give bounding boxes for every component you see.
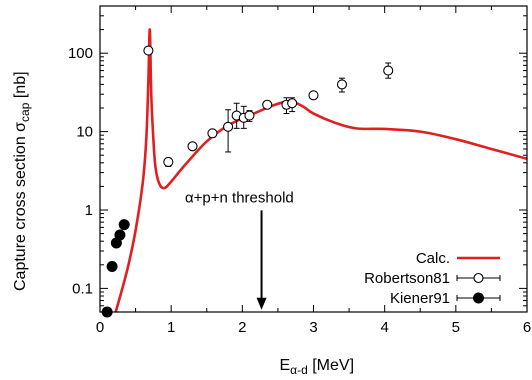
point-robertson81 xyxy=(262,99,273,110)
legend: Calc. Robertson81 Kiener91 xyxy=(364,250,501,307)
series-line-calc xyxy=(114,28,527,312)
legend-swatch-kiener91-marker xyxy=(473,292,484,304)
x-tick-label: 1 xyxy=(167,319,175,336)
x-tick-label: 2 xyxy=(238,319,246,336)
point-robertson81 xyxy=(223,121,234,132)
threshold-annotation-label: α+p+n threshold xyxy=(185,189,294,206)
y-tick-label: 10 xyxy=(76,124,93,141)
legend-label-kiener91: Kiener91 xyxy=(390,290,450,307)
point-robertson81 xyxy=(287,98,298,109)
y-axis-title-unit: [nb] xyxy=(12,71,29,102)
y-tick-label: 100 xyxy=(68,45,93,62)
y-axis-title-main: Capture cross section σ xyxy=(12,122,29,291)
x-axis-title-main: E xyxy=(280,357,291,374)
x-tick-label: 0 xyxy=(96,319,104,336)
point-robertson81 xyxy=(244,110,255,121)
plot-frame xyxy=(99,5,528,313)
point-robertson81 xyxy=(383,65,394,76)
y-tick-label: 0.1 xyxy=(72,280,93,297)
legend-label-calc: Calc. xyxy=(416,250,450,267)
point-kiener91 xyxy=(114,229,126,241)
point-kiener91 xyxy=(118,219,130,231)
annotation-layer: α+p+n threshold xyxy=(185,189,294,310)
point-robertson81 xyxy=(187,141,198,152)
axes: 0 1 2 3 4 5 6 0.1 1 10 100 Eα-d [MeV] Capture cross … xyxy=(12,5,531,377)
point-robertson81 xyxy=(163,156,174,168)
y-axis-title-sub: cap xyxy=(18,102,32,122)
point-kiener91 xyxy=(106,261,118,273)
point-robertson81 xyxy=(336,79,348,90)
data-layer xyxy=(101,28,527,318)
legend-label-robertson81: Robertson81 xyxy=(364,270,450,287)
threshold-arrow-head xyxy=(256,297,267,310)
x-tick-label: 4 xyxy=(380,319,388,336)
x-tick-label: 5 xyxy=(452,319,460,336)
x-axis-title-sub: α-d xyxy=(290,363,308,377)
x-tick-label: 3 xyxy=(309,319,317,336)
x-axis-title: Eα-d [MeV] xyxy=(280,357,355,377)
point-robertson81 xyxy=(308,90,319,101)
point-robertson81 xyxy=(207,128,218,139)
point-robertson81 xyxy=(143,45,154,56)
legend-swatch-robertson81-marker xyxy=(473,272,484,284)
y-axis-title: Capture cross section σcap [nb] xyxy=(12,71,32,291)
x-tick-label: 6 xyxy=(523,319,531,336)
y-tick-label: 1 xyxy=(85,202,93,219)
x-axis-title-unit: [MeV] xyxy=(308,357,354,374)
